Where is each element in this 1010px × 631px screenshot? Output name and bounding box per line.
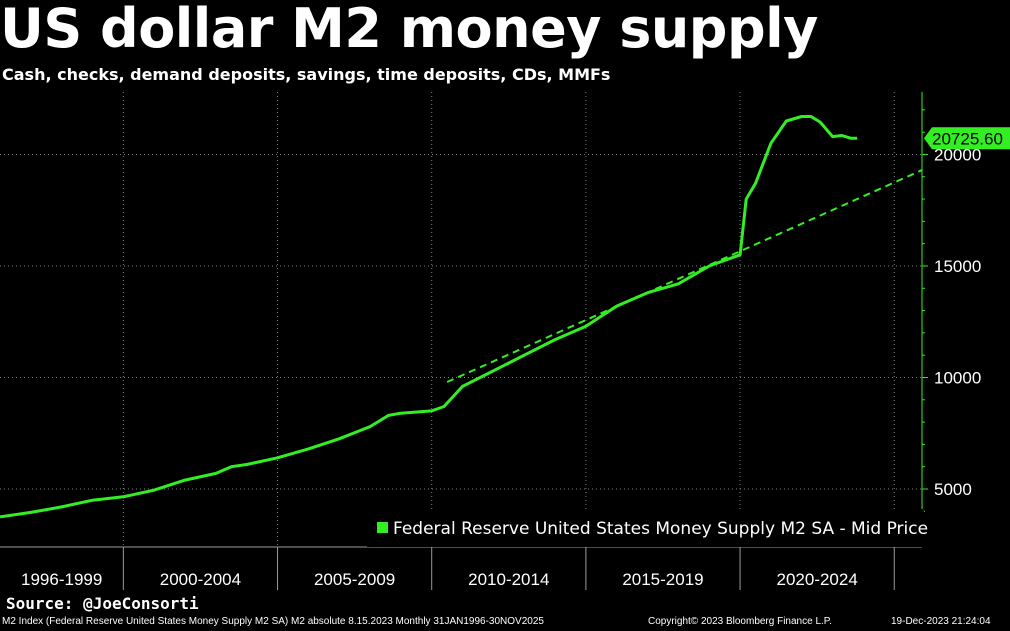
legend-swatch [377,522,388,533]
x-tick-label: 1996-1999 [21,570,102,589]
x-tick-label: 2010-2014 [468,570,549,589]
footer-description: M2 Index (Federal Reserve United States … [2,616,544,627]
source-label: Source: @JoeConsorti [6,594,199,613]
y-tick-label: 15000 [934,257,981,276]
y-tick-label: 20000 [934,145,981,164]
x-tick-label: 2000-2004 [160,570,241,589]
legend: Federal Reserve United States Money Supp… [367,509,928,547]
x-tick-label: 2020-2024 [777,570,858,589]
axes: 5000 10000 15000 20000 1996-1999 2000-2004 200… [0,92,1010,590]
x-tick-label: 2005-2009 [314,570,395,589]
grid-lines [0,92,922,547]
series-line [0,115,858,519]
last-value-label: 20725.60 [932,129,1003,148]
series-layer [0,115,923,519]
last-value-tag [924,127,1010,150]
chart-title: US dollar M2 money supply [0,0,818,60]
x-tick-label: 2015-2019 [622,570,703,589]
chart-subtitle: Cash, checks, demand deposits, savings, … [2,65,611,84]
legend-label: Federal Reserve United States Money Supp… [393,519,928,539]
trend-line [446,169,923,383]
footer-copyright: Copyright© 2023 Bloomberg Finance L.P. [648,616,832,627]
y-tick-label: 10000 [934,368,981,387]
legend-box [367,509,924,547]
y-tick-label: 5000 [934,480,972,499]
footer-timestamp: 19-Dec-2023 21:24:04 [891,616,991,627]
